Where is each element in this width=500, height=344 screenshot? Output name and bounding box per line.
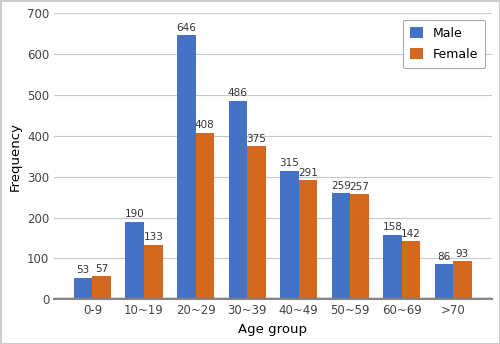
Text: 315: 315 [280,158,299,168]
Text: 57: 57 [95,264,108,273]
Text: 158: 158 [382,222,402,232]
Y-axis label: Frequency: Frequency [8,122,22,191]
Text: 291: 291 [298,168,318,178]
Bar [196,132,214,299]
Bar [177,35,196,299]
Text: 142: 142 [401,229,421,239]
Bar [280,171,298,299]
Bar [402,241,420,299]
Bar [228,101,247,299]
Text: 408: 408 [195,120,214,130]
Legend: Male, Female: Male, Female [402,20,485,68]
Text: 259: 259 [331,181,351,191]
Bar [453,261,472,299]
Bar [383,235,402,299]
Text: 93: 93 [456,249,469,259]
X-axis label: Age group: Age group [238,323,308,336]
Bar [298,180,317,299]
Text: 486: 486 [228,88,248,98]
Text: 257: 257 [350,182,370,192]
Bar [332,193,350,299]
Bar [126,222,144,299]
Bar [92,276,111,299]
Bar [247,146,266,299]
Bar [74,278,92,299]
Bar [350,194,368,299]
Text: 133: 133 [144,233,163,243]
Text: 53: 53 [76,265,90,275]
Bar [434,264,453,299]
Bar [144,245,163,299]
Text: 86: 86 [438,252,450,262]
Text: 646: 646 [176,23,196,33]
Text: 190: 190 [125,209,144,219]
Text: 375: 375 [246,133,266,144]
